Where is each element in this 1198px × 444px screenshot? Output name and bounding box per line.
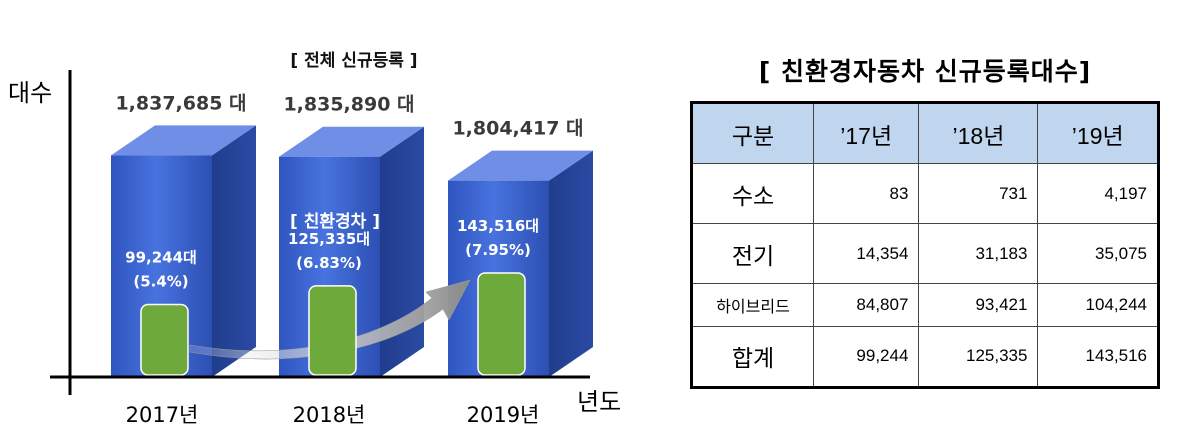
eco-bar <box>140 303 189 376</box>
table-cell: 99,244 <box>812 325 920 389</box>
eco-registration-chart: 대수 년도 [ 전체 신규등록 ] 1,837,685 대 99,244대 (5.4… <box>8 51 621 427</box>
table-header-cell: ’19년 <box>1037 101 1159 165</box>
row-label: 수소 <box>691 163 814 225</box>
eco-value-label: 143,516대 <box>457 217 539 235</box>
total-bar-side <box>212 125 256 377</box>
total-value-label: 1,804,417 대 <box>452 118 583 140</box>
table-cell: 4,197 <box>1037 163 1159 225</box>
x-tick-label: 2019년 <box>467 403 540 427</box>
table-cell: 35,075 <box>1037 223 1159 284</box>
eco-bar <box>477 272 526 376</box>
table-cell: 93,421 <box>918 282 1039 327</box>
table-header-cell: ’18년 <box>918 101 1039 165</box>
table-cell: 84,807 <box>812 282 920 327</box>
x-tick-label: 2017년 <box>126 403 199 427</box>
eco-registration-table: 구분 ’17년 ’18년 ’19년 수소 83 731 4,197 전기 14,… <box>690 101 1160 389</box>
table-title: [ 친환경자동차 신규등록대수] <box>758 57 1092 86</box>
table-cell: 14,354 <box>812 223 920 284</box>
table-row: 전기 14,354 31,183 35,075 <box>691 223 1159 284</box>
total-bar-top <box>448 150 593 181</box>
total-value-label: 1,837,685 대 <box>115 92 246 114</box>
table-cell: 731 <box>918 163 1039 225</box>
total-bar-side <box>549 150 593 377</box>
table-cell: 83 <box>812 163 920 225</box>
eco-share-label: (6.83%) <box>296 254 362 272</box>
eco-annotation: [ 친환경차 ] <box>290 212 380 232</box>
table-header-cell: 구분 <box>691 101 814 165</box>
total-value-label: 1,835,890 대 <box>283 94 414 116</box>
row-label: 전기 <box>691 223 814 284</box>
total-bar-side <box>380 126 424 377</box>
eco-share-label: (7.95%) <box>465 241 531 259</box>
x-tick-label: 2018년 <box>293 403 366 427</box>
row-label: 합계 <box>691 325 814 389</box>
table-cell: 143,516 <box>1037 325 1159 389</box>
table-cell: 104,244 <box>1037 282 1159 327</box>
y-axis-label: 대수 <box>8 79 52 107</box>
trend-arrow <box>189 279 471 360</box>
eco-bar <box>308 285 357 376</box>
table-cell: 31,183 <box>918 223 1039 284</box>
eco-value-label: 125,335대 <box>288 230 370 248</box>
table-total-row: 합계 99,244 125,335 143,516 <box>691 325 1159 389</box>
table-row: 하이브리드 84,807 93,421 104,244 <box>691 282 1159 327</box>
eco-share-label: (5.4%) <box>133 272 188 290</box>
table-header-cell: ’17년 <box>812 101 920 165</box>
eco-value-label: 99,244대 <box>125 248 197 266</box>
table-row: 수소 83 731 4,197 <box>691 163 1159 225</box>
total-bar-top <box>111 125 256 156</box>
table-cell: 125,335 <box>918 325 1039 389</box>
chart-title: [ 전체 신규등록 ] <box>290 51 417 71</box>
total-bar-top <box>279 126 424 157</box>
row-label: 하이브리드 <box>691 282 814 327</box>
table-header-row: 구분 ’17년 ’18년 ’19년 <box>691 101 1159 165</box>
x-axis-label: 년도 <box>577 388 621 416</box>
